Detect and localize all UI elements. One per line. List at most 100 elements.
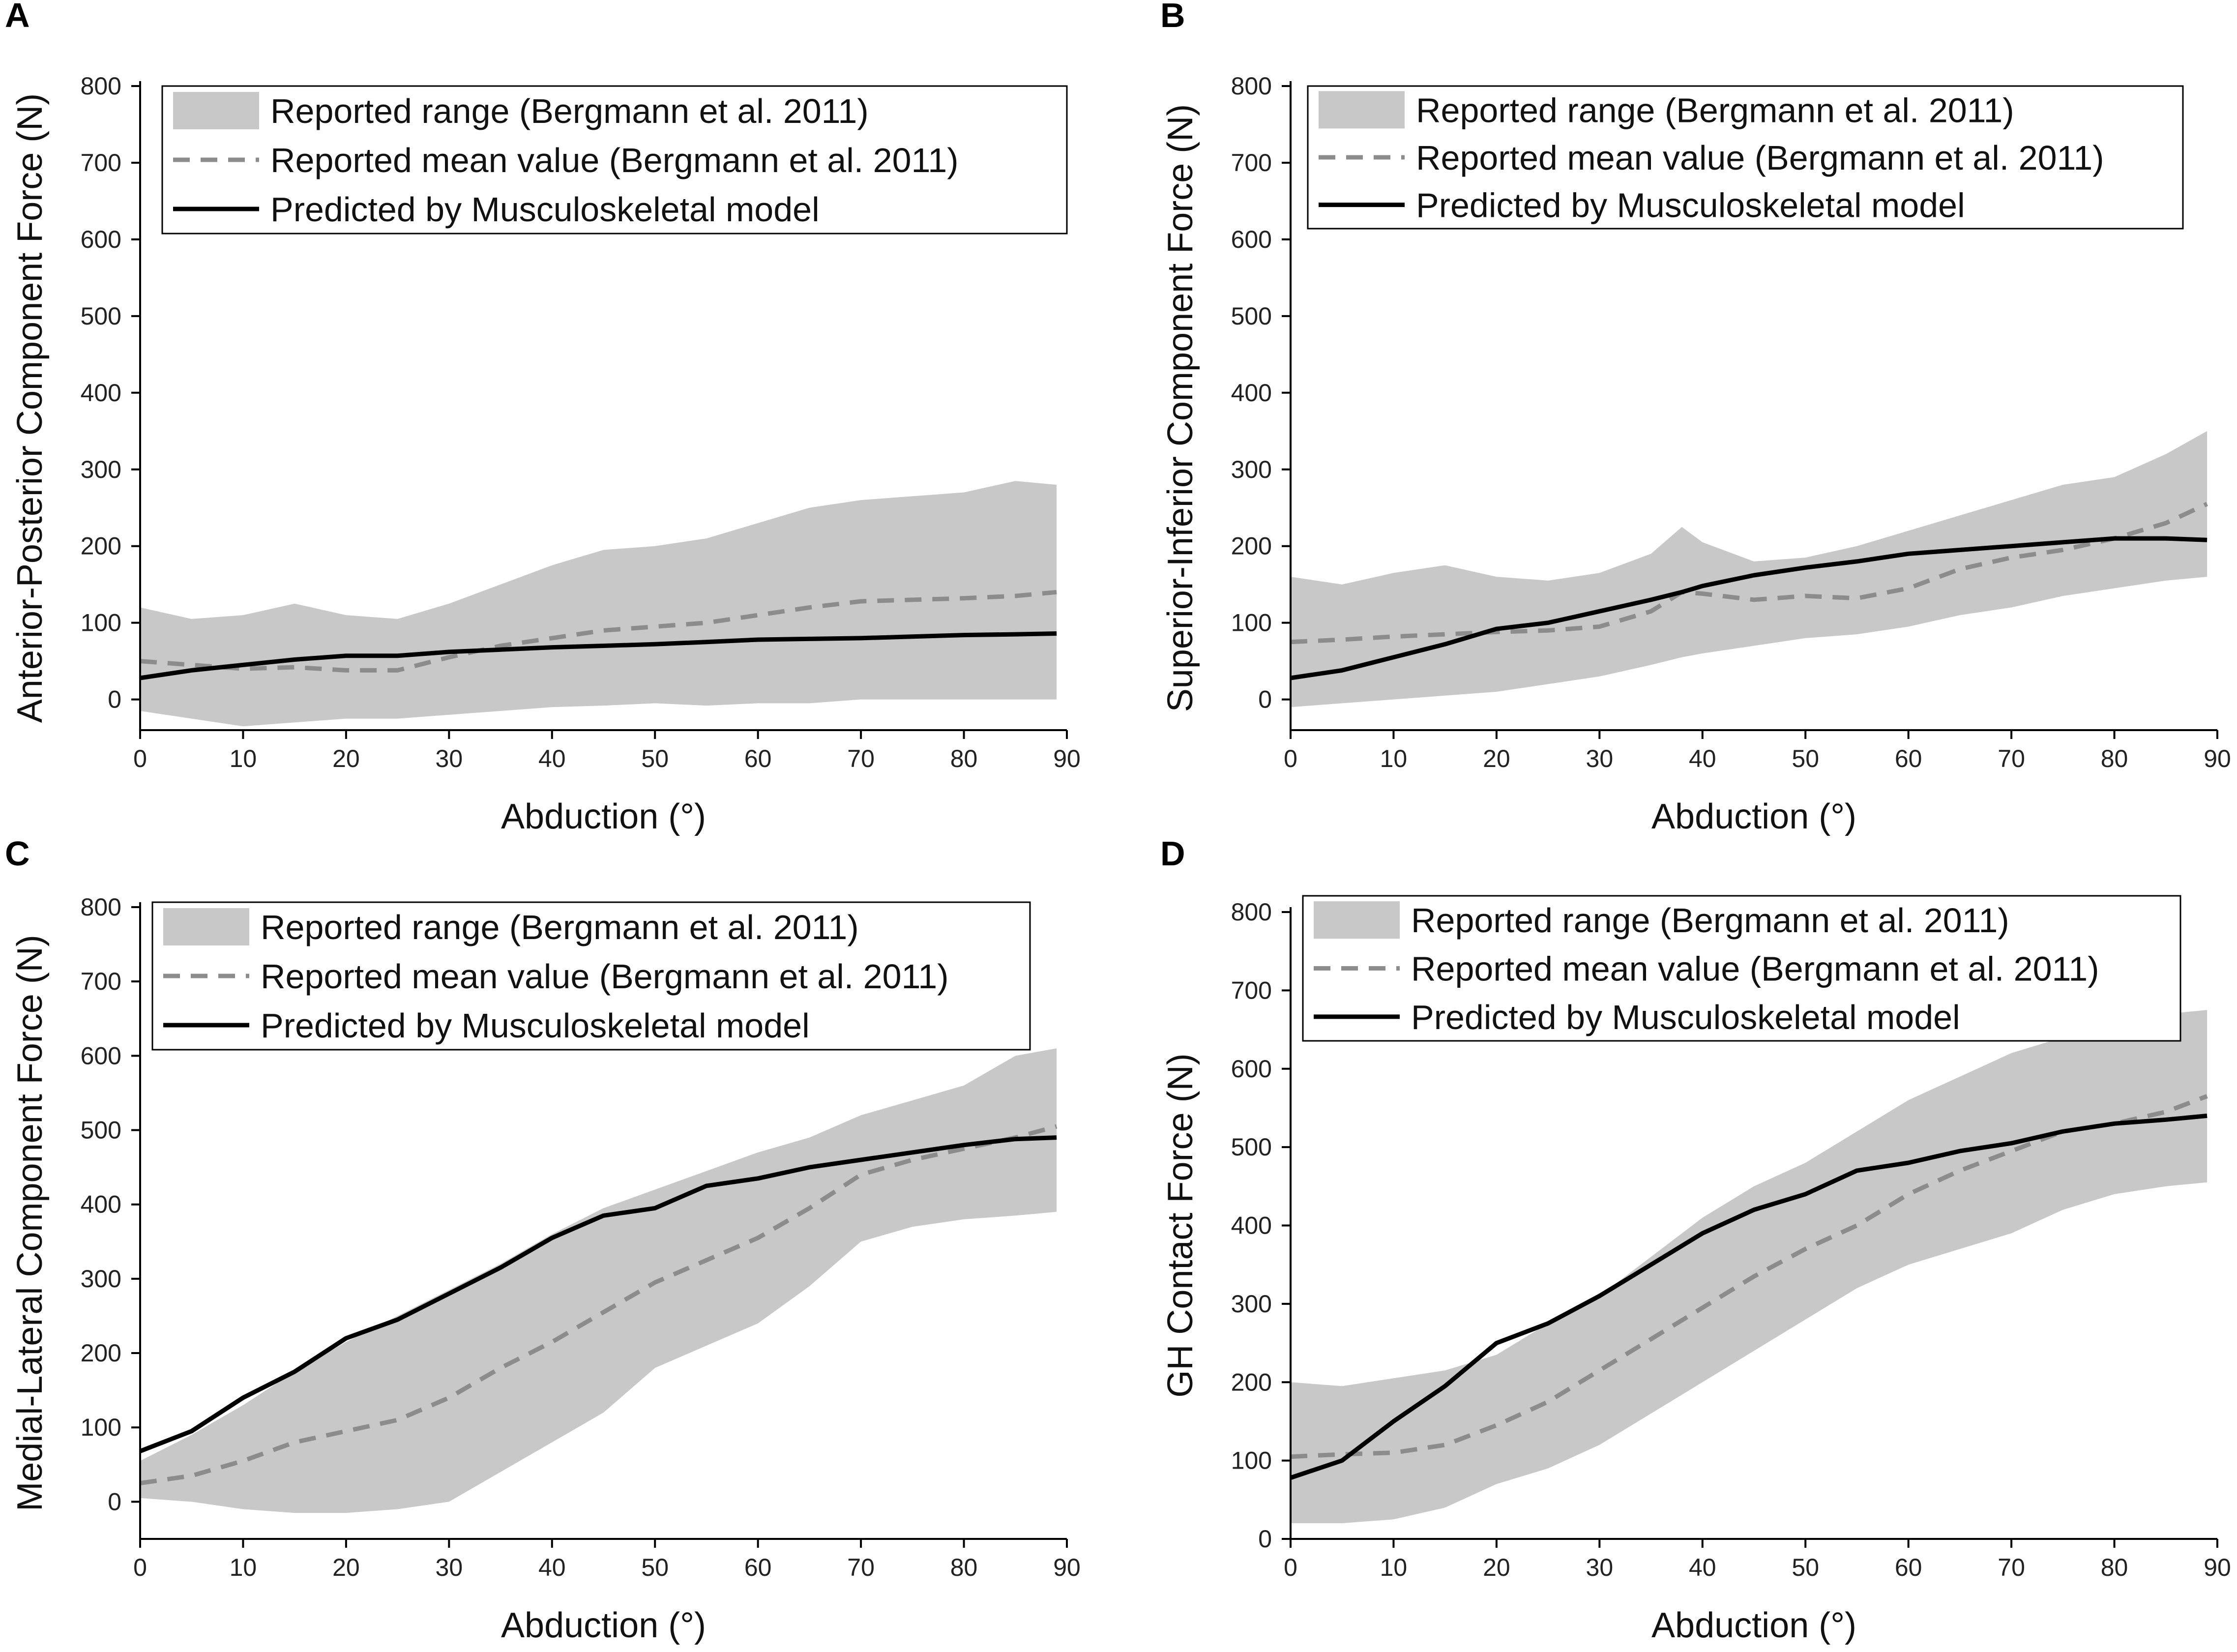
x-tick-label: 60 — [744, 1554, 772, 1581]
x-tick-label: 70 — [847, 745, 875, 772]
x-tick-label: 60 — [1895, 745, 1922, 772]
x-axis-title: Abduction (°) — [1651, 1606, 1856, 1645]
legend: Reported range (Bergmann et al. 2011) Rep… — [1302, 895, 2181, 1042]
y-tick-label: 800 — [1231, 72, 1272, 100]
y-axis-title: Superior-Inferior Component Force (N) — [1161, 104, 1200, 712]
legend-label-range: Reported range (Bergmann et al. 2011) — [1411, 901, 2009, 940]
panel-d: 0 10 20 30 40 50 60 70 80 90 0 100 200 300 400 500 600 70… — [1160, 834, 2231, 1645]
y-tick-label: 700 — [1231, 149, 1272, 177]
x-tick-label: 50 — [1792, 745, 1819, 772]
y-tick-label: 200 — [1231, 532, 1272, 560]
legend-box — [1307, 85, 2184, 230]
y-tick-label: 400 — [1231, 1212, 1272, 1239]
legend-label-range: Reported range (Bergmann et al. 2011) — [270, 92, 869, 130]
x-tick-label: 40 — [538, 1554, 566, 1581]
x-tick-label: 60 — [1895, 1554, 1922, 1581]
x-tick-label: 90 — [2204, 745, 2231, 772]
x-tick-label: 30 — [436, 745, 463, 772]
y-tick-label: 600 — [81, 1042, 121, 1069]
y-axis-title: Anterior-Posterior Component Force (N) — [10, 93, 50, 723]
x-tick-label: 40 — [538, 745, 566, 772]
x-tick-label: 90 — [1053, 745, 1081, 772]
legend-swatch-range — [1319, 91, 1405, 129]
y-tick-label: 500 — [81, 1117, 121, 1144]
x-tick-label: 0 — [133, 1554, 147, 1581]
x-axis-title: Abduction (°) — [1651, 797, 1856, 836]
x-tick-label: 80 — [950, 745, 978, 772]
panel-label: C — [5, 834, 30, 873]
x-tick-label: 0 — [133, 745, 147, 772]
y-tick-label: 100 — [1231, 1447, 1272, 1475]
legend-box — [1302, 895, 2181, 1042]
y-tick-label: 800 — [81, 72, 121, 100]
y-tick-label: 200 — [81, 1339, 121, 1367]
y-axis-title: GH Contact Force (N) — [1161, 1053, 1200, 1397]
legend-swatch-range — [163, 908, 249, 945]
y-tick-label: 300 — [1231, 1290, 1272, 1318]
x-tick-label: 10 — [1380, 745, 1408, 772]
y-tick-label: 100 — [81, 609, 121, 637]
y-tick-label: 0 — [108, 686, 121, 713]
x-tick-label: 90 — [1053, 1554, 1081, 1581]
y-tick-label: 500 — [1231, 302, 1272, 330]
y-tick-label: 400 — [81, 379, 121, 407]
panel-label: D — [1160, 834, 1185, 873]
legend-label-model: Predicted by Musculoskeletal model — [261, 1006, 810, 1045]
y-tick-label: 700 — [81, 149, 121, 177]
x-tick-label: 10 — [230, 745, 257, 772]
x-tick-label: 0 — [1284, 745, 1297, 772]
reported-range-band — [140, 1048, 1057, 1513]
y-tick-label: 600 — [81, 226, 121, 253]
x-tick-label: 80 — [2101, 1554, 2128, 1581]
y-tick-label: 800 — [81, 893, 121, 921]
y-tick-label: 700 — [81, 968, 121, 995]
y-tick-label: 600 — [1231, 1055, 1272, 1083]
legend-box — [161, 85, 1068, 235]
x-tick-label: 60 — [744, 745, 772, 772]
x-tick-label: 30 — [436, 1554, 463, 1581]
legend-swatch-range — [1314, 901, 1400, 939]
reported-mean-line — [1290, 502, 2208, 645]
x-tick-label: 80 — [2101, 745, 2128, 772]
legend-label-range: Reported range (Bergmann et al. 2011) — [1416, 91, 2014, 129]
model-prediction-line — [139, 1135, 1057, 1453]
reported-range-band — [140, 481, 1057, 727]
y-tick-label: 100 — [1231, 609, 1272, 637]
y-tick-label: 0 — [1258, 1525, 1272, 1553]
reported-mean-line — [140, 590, 1057, 673]
panel-label: A — [5, 0, 30, 34]
y-axis-title: Medial-Lateral Component Force (N) — [10, 935, 50, 1511]
y-tick-label: 600 — [1231, 226, 1272, 253]
x-tick-label: 70 — [1998, 745, 2025, 772]
legend-label-mean: Reported mean value (Bergmann et al. 201… — [270, 141, 959, 179]
y-tick-label: 200 — [1231, 1368, 1272, 1396]
x-tick-label: 40 — [1689, 745, 1716, 772]
panel-label: B — [1160, 0, 1185, 34]
x-tick-label: 30 — [1586, 1554, 1614, 1581]
x-axis-title: Abduction (°) — [501, 797, 706, 836]
x-tick-label: 0 — [1284, 1554, 1297, 1581]
x-tick-label: 50 — [1792, 1554, 1819, 1581]
x-tick-label: 70 — [1998, 1554, 2025, 1581]
y-tick-label: 400 — [1231, 379, 1272, 407]
model-prediction-line — [1290, 536, 2208, 680]
x-tick-label: 50 — [641, 745, 669, 772]
y-tick-label: 500 — [1231, 1133, 1272, 1161]
x-tick-label: 10 — [1380, 1554, 1408, 1581]
y-tick-label: 700 — [1231, 976, 1272, 1004]
y-tick-label: 300 — [81, 456, 121, 483]
x-tick-label: 30 — [1586, 745, 1614, 772]
panel-c: 0 10 20 30 40 50 60 70 80 90 0 100 200 300 400 500 600 70… — [5, 834, 1081, 1645]
legend-swatch-range — [173, 92, 259, 129]
y-tick-label: 100 — [81, 1414, 121, 1441]
legend-box — [151, 901, 1031, 1051]
x-tick-label: 90 — [2204, 1554, 2231, 1581]
y-tick-label: 800 — [1231, 898, 1272, 926]
panel-b: 0 10 20 30 40 50 60 70 80 90 0 100 200 300 400 500 600 70… — [1160, 0, 2231, 836]
model-prediction-line — [140, 631, 1057, 680]
x-axis-title: Abduction (°) — [501, 1606, 706, 1645]
x-tick-label: 20 — [332, 745, 360, 772]
reported-mean-line — [1290, 1094, 2208, 1459]
y-tick-label: 0 — [108, 1488, 121, 1515]
